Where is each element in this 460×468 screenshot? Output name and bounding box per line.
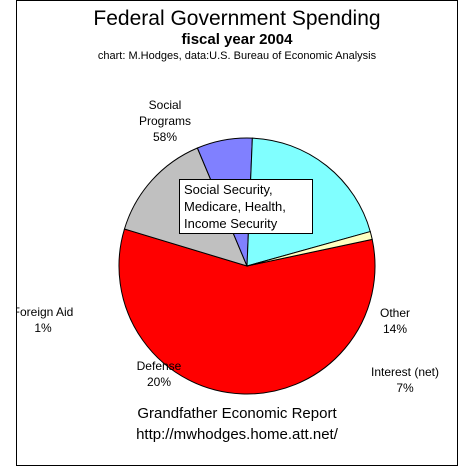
slice-label-social-programs: Social Programs 58%: [139, 98, 191, 144]
callout-line: Income Security: [184, 216, 278, 231]
slice-label-line: 58%: [153, 130, 177, 144]
callout-line: Social Security,: [184, 182, 273, 197]
slice-label-line: Foreign Aid: [17, 305, 73, 319]
slice-label-line: Interest (net): [371, 365, 439, 379]
slice-label-line: 20%: [147, 375, 171, 389]
pie-slice-foreign-aid: [246, 230, 373, 267]
callout-line: Medicare, Health,: [184, 199, 286, 214]
chart-title: Federal Government Spending: [93, 7, 381, 30]
slice-label-line: Social: [149, 98, 182, 112]
slice-label-line: 7%: [396, 381, 414, 395]
chart-credit: chart: M.Hodges, data:U.S. Bureau of Eco…: [97, 50, 377, 62]
pie-slice-social-programs: [118, 228, 376, 395]
slice-label-interest-net: Interest (net) 7%: [371, 365, 439, 395]
slice-label-line: Defense: [137, 359, 182, 373]
slice-label-line: Programs: [139, 114, 191, 128]
footer-report-name: Grandfather Economic Report: [137, 405, 337, 422]
slice-label-foreign-aid: Foreign Aid 1%: [17, 305, 73, 335]
slice-label-line: 1%: [34, 321, 52, 335]
chart-frame: Federal Government Spending fiscal year …: [16, 0, 458, 466]
slice-label-line: Other: [380, 306, 410, 320]
slice-label-defense: Defense 20%: [137, 359, 182, 389]
slice-label-line: 14%: [383, 322, 407, 336]
social-programs-callout: Social Security, Medicare, Health, Incom…: [179, 179, 313, 234]
chart-subtitle: fiscal year 2004: [181, 31, 293, 48]
footer-url: http://mwhodges.home.att.net/: [136, 426, 338, 443]
slice-label-other: Other 14%: [380, 306, 410, 336]
